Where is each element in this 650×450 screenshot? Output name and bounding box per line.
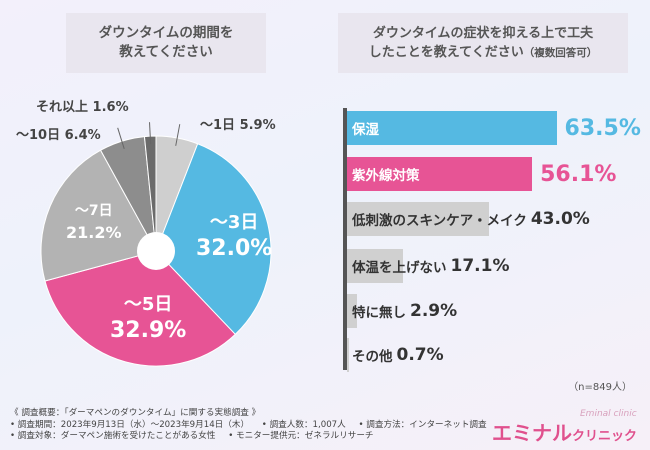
pie-chart-title: ダウンタイムの期間を 教えてください xyxy=(66,13,266,73)
pie-label-10days: ～10日 6.4% xyxy=(16,128,101,143)
bar-category-label: 低刺激のスキンケア・メイク xyxy=(352,213,527,229)
bar-fill xyxy=(347,157,533,191)
bar-nothing-particular: 特に無し 2.9% xyxy=(347,294,457,328)
logo-main: エミナル xyxy=(492,421,572,445)
survey-title: 《 調査概要：「ダーマペンのダウンタイム」に関する実態調査 》 xyxy=(10,408,261,418)
bar-category-label: 体温を上げない xyxy=(352,260,447,276)
bar-other: その他 0.7% xyxy=(347,338,444,372)
bar-fill xyxy=(347,294,357,328)
pie-title-line2: 教えてください xyxy=(119,44,213,60)
bar-value-label: 56.1% xyxy=(540,161,617,187)
survey-overview: 《 調査概要：「ダーマペンのダウンタイム」に関する実態調査 》 • 調査期間：2… xyxy=(10,408,497,443)
pie-label-5days: ～5日 32.9% xyxy=(110,294,187,343)
pie-title-line1: ダウンタイムの期間を xyxy=(98,25,234,41)
bar-title-note: （複数回答可） xyxy=(523,46,598,59)
bar-value-label: 2.9% xyxy=(410,301,458,321)
pie-label-7days: ～7日 21.2% xyxy=(66,203,122,242)
survey-count: • 調査人数：1,007人 xyxy=(261,419,346,430)
logo-sub: クリニック xyxy=(572,429,638,444)
pie-leader-more xyxy=(149,122,152,145)
bar-moisturizing: 保湿 63.5% xyxy=(347,111,641,145)
eminal-clinic-logo: Eminal clinic エミナルクリニック xyxy=(492,407,642,447)
survey-target: • 調査対象：ダーマペン施術を受けたことがある女性 xyxy=(10,431,216,441)
pie-label-3days: ～3日 32.0% xyxy=(196,212,273,261)
bar-category-label: その他 xyxy=(352,349,393,365)
bar-category-label: 紫外線対策 xyxy=(352,168,420,184)
bar-fill xyxy=(347,338,350,372)
bar-title-line1: ダウンタイムの症状を抑える上で工夫 xyxy=(372,25,594,41)
bar-uv-protection: 紫外線対策 56.1% xyxy=(347,157,616,191)
pie-center-hole xyxy=(137,232,175,270)
bar-category-label: 特に無し xyxy=(352,305,406,321)
bar-fill xyxy=(347,202,489,236)
survey-method: • 調査方法：インターネット調査 xyxy=(358,419,487,430)
bar-title-line2: したことを教えてください（複数回答可） xyxy=(368,44,598,60)
bar-value-label: 63.5% xyxy=(564,115,641,141)
pie-leader-10days xyxy=(117,127,125,149)
pie-slice-1day xyxy=(155,135,199,252)
pie-label-more: それ以上 1.6% xyxy=(36,100,129,115)
survey-period: • 調査期間：2023年9月13日（水）～2023年9月14日（木） xyxy=(10,419,250,430)
logo-english: Eminal clinic xyxy=(580,409,637,419)
survey-provider: • モニター提供元：ゼネラルリサーチ xyxy=(228,431,374,441)
bar-value-label: 0.7% xyxy=(396,345,444,365)
pie-slice-more xyxy=(143,135,157,252)
bar-not-raise-temp: 体温を上げない 17.1% xyxy=(347,249,509,283)
bar-fill xyxy=(347,111,557,145)
bar-category-label: 保湿 xyxy=(352,122,379,138)
bar-chart-title: ダウンタイムの症状を抑える上で工夫 したことを教えてください（複数回答可） xyxy=(338,13,628,73)
bar-chart-axis xyxy=(343,108,347,370)
bar-fill xyxy=(347,249,404,283)
bar-value-label: 17.1% xyxy=(450,256,510,276)
bar-value-label: 43.0% xyxy=(530,209,590,229)
sample-size: （n=849人） xyxy=(568,382,632,393)
pie-label-1day: ～1日 5.9% xyxy=(200,118,276,133)
bar-low-irritation-skincare: 低刺激のスキンケア・メイク 43.0% xyxy=(347,202,590,236)
pie-leader-1day xyxy=(175,124,181,146)
